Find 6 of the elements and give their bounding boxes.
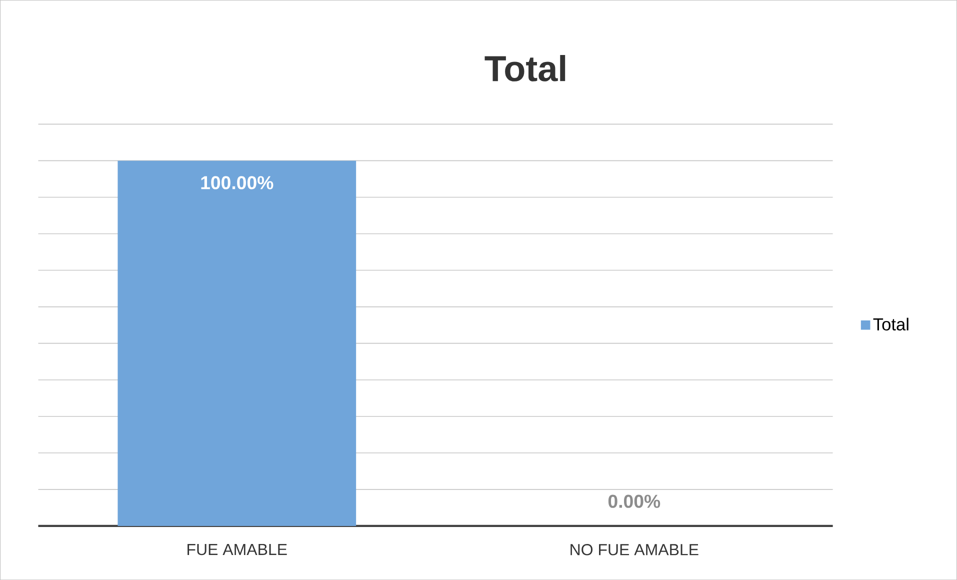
data-label: 100.00% [201,176,274,190]
x-tick-label: NO FUE AMABLE [570,544,698,556]
chart-title: Total [484,54,566,82]
data-label: 0.00% [608,494,660,508]
x-tick-label: FUE AMABLE [188,544,287,556]
legend-label: Total [873,318,908,330]
